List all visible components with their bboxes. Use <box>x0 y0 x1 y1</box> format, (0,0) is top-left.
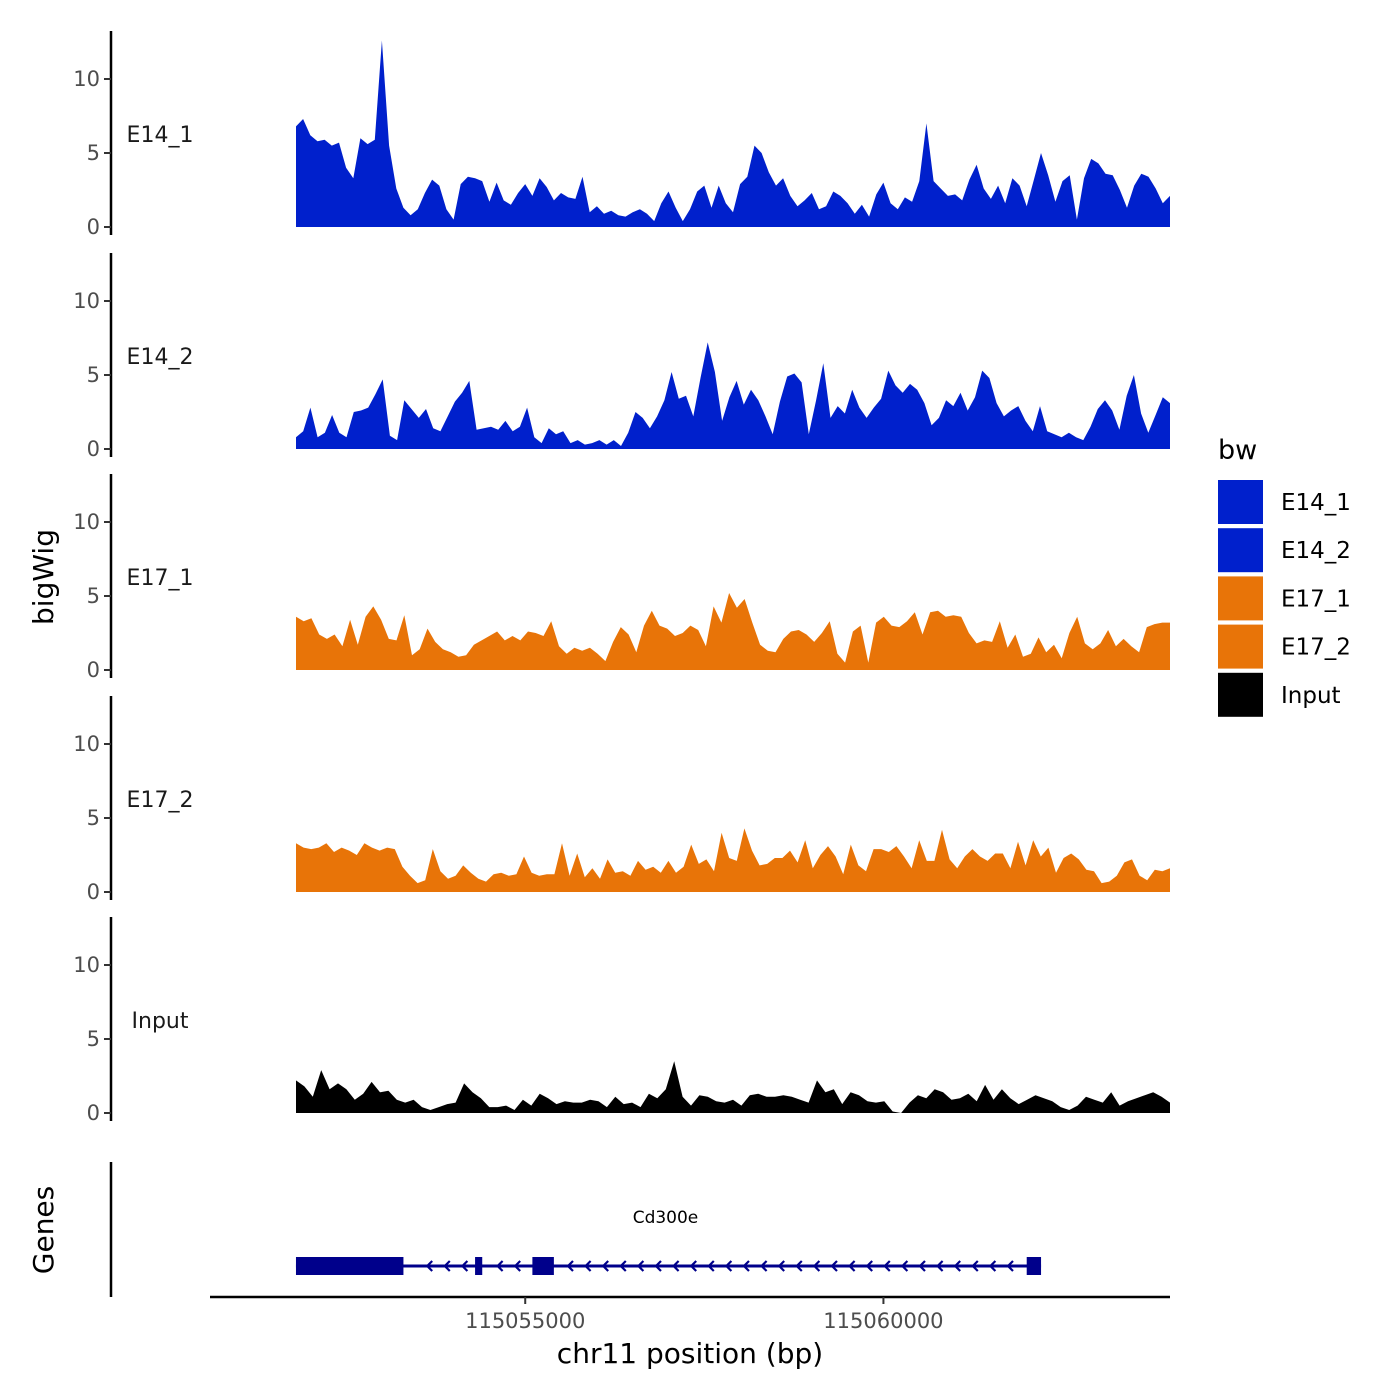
strand-chevron <box>513 1260 521 1272</box>
strand-chevron <box>672 1260 680 1272</box>
strand-chevron <box>742 1260 750 1272</box>
y-tick-label: 10 <box>73 67 100 91</box>
track-E14_2: 0 5 10 E14_2 <box>73 253 1170 461</box>
strand-chevron <box>865 1260 873 1272</box>
legend-label: E17_2 <box>1281 635 1351 661</box>
strand-chevron <box>936 1260 944 1272</box>
legend-swatch <box>1218 672 1263 717</box>
tracks-group: 0 5 10 E14_1 0 5 10 E14_2 0 5 10 E17_1 0 5 10 E17_2 0 5 10… <box>73 31 1170 1125</box>
legend-swatch <box>1218 576 1263 621</box>
strand-chevron <box>953 1260 961 1272</box>
legend-entries: E14_1 E14_2 E17_1 E17_2 Input <box>1218 480 1351 717</box>
legend-entry: E17_1 <box>1218 576 1351 621</box>
strand-chevron <box>689 1260 697 1272</box>
track-E17_2: 0 5 10 E17_2 <box>73 696 1170 904</box>
track-label: Input <box>132 1009 189 1034</box>
gene-track: Cd300e <box>109 1162 1042 1297</box>
strand-chevron <box>601 1260 609 1272</box>
strand-chevron <box>918 1260 926 1272</box>
legend-label: E14_2 <box>1281 538 1351 564</box>
legend-swatch <box>1218 480 1263 524</box>
strand-chevron <box>584 1260 592 1272</box>
y-tick-label: 0 <box>87 437 100 461</box>
x-axis-title: chr11 position (bp) <box>557 1337 823 1370</box>
track-label: E14_1 <box>127 123 194 148</box>
y-tick-label: 10 <box>73 289 100 313</box>
strand-chevron <box>971 1260 979 1272</box>
y-tick-label: 0 <box>87 1101 100 1125</box>
y-tick-label: 5 <box>87 141 100 165</box>
strand-chevron <box>425 1260 433 1272</box>
signal-area-E14_2 <box>296 342 1170 449</box>
legend-label: Input <box>1281 683 1341 709</box>
strand-chevron <box>566 1260 574 1272</box>
signal-area-E17_2 <box>296 828 1170 892</box>
legend-swatch <box>1218 624 1263 669</box>
strand-chevron <box>795 1260 803 1272</box>
strand-chevron <box>619 1260 627 1272</box>
x-tick-label: 115055000 <box>465 1309 585 1333</box>
gene-exon <box>1026 1257 1042 1275</box>
genes-axis-title: Genes <box>27 1186 60 1274</box>
track-label: E14_2 <box>127 345 194 370</box>
legend-entry: Input <box>1218 672 1341 717</box>
y-tick-label: 0 <box>87 880 100 904</box>
strand-chevron <box>707 1260 715 1272</box>
legend-entry: E14_1 <box>1218 480 1351 524</box>
strand-chevron <box>830 1260 838 1272</box>
x-axis: 115055000 115060000 chr11 position (bp) <box>210 1295 1170 1370</box>
track-E17_1: 0 5 10 E17_1 <box>73 474 1170 682</box>
strand-chevron <box>636 1260 645 1272</box>
legend-title: bw <box>1218 435 1257 466</box>
x-ticks: 115055000 115060000 <box>465 1297 944 1333</box>
legend-entry: E14_2 <box>1218 528 1351 573</box>
strand-chevron <box>443 1260 451 1272</box>
y-tick-label: 5 <box>87 363 100 387</box>
strand-chevron <box>1006 1260 1014 1272</box>
y-tick-label: 5 <box>87 806 100 830</box>
gene-exon <box>532 1257 554 1275</box>
y-axis-title: bigWig <box>27 529 60 625</box>
strand-chevron <box>883 1260 891 1272</box>
y-tick-label: 0 <box>87 658 100 682</box>
strand-chevron <box>724 1260 733 1272</box>
track-E14_1: 0 5 10 E14_1 <box>73 31 1170 239</box>
gene-label: Cd300e <box>633 1208 699 1228</box>
legend: bw E14_1 E14_2 E17_1 E17_2 Input <box>1218 435 1351 717</box>
gene-exon <box>295 1257 404 1275</box>
gene-body <box>295 1257 1042 1275</box>
gene-exon <box>475 1257 483 1275</box>
signal-area-Input <box>296 1061 1170 1113</box>
legend-swatch <box>1218 528 1263 573</box>
strand-chevron <box>777 1260 785 1272</box>
strand-chevron <box>988 1260 997 1272</box>
strand-chevron <box>812 1260 821 1272</box>
y-tick-label: 10 <box>73 953 100 977</box>
legend-label: E14_1 <box>1281 490 1351 516</box>
y-tick-label: 5 <box>87 584 100 608</box>
track-Input: 0 5 10 Input <box>73 917 1170 1125</box>
signal-area-E14_1 <box>296 40 1170 227</box>
x-tick-label: 115060000 <box>823 1309 943 1333</box>
track-label: E17_2 <box>127 788 194 813</box>
track-label: E17_1 <box>127 566 194 591</box>
strand-chevron <box>900 1260 909 1272</box>
signal-area-E17_1 <box>296 593 1170 670</box>
legend-label: E17_1 <box>1281 586 1351 612</box>
legend-entry: E17_2 <box>1218 624 1351 669</box>
y-tick-label: 5 <box>87 1027 100 1051</box>
strand-chevron <box>848 1260 856 1272</box>
strand-chevron <box>496 1260 504 1272</box>
y-tick-label: 0 <box>87 215 100 239</box>
strand-chevron <box>460 1260 469 1272</box>
y-tick-label: 10 <box>73 510 100 534</box>
strand-chevron <box>654 1260 662 1272</box>
strand-chevron <box>760 1260 768 1272</box>
y-tick-label: 10 <box>73 732 100 756</box>
